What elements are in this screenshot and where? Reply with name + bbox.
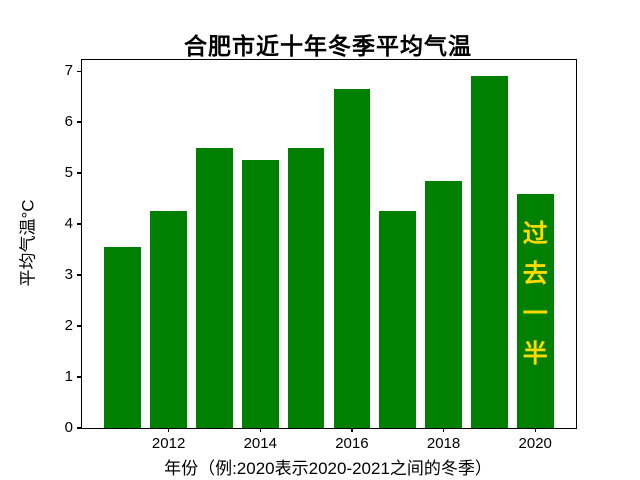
bar-2020 <box>516 193 554 428</box>
x-tick-label-2020: 2020 <box>518 435 552 452</box>
bar-2018 <box>425 180 462 428</box>
y-tick-label-6: 6 <box>64 113 73 131</box>
y-tick-mark-6 <box>76 121 81 123</box>
plot-area: 2012 2014 2016 2018 2020 0 1 2 3 4 5 6 7 过去一半 <box>65 59 577 452</box>
x-axis-label: 年份（例:2020表示2020-2021之间的冬季） <box>164 459 492 478</box>
annotation-char: 一 <box>522 300 548 328</box>
y-tick-label-2: 2 <box>64 317 73 335</box>
x-tick-label-2018: 2018 <box>426 435 461 452</box>
x-tick-mark-2014 <box>259 428 261 432</box>
x-tick-mark-2012 <box>167 428 170 432</box>
bar-2013 <box>196 147 233 428</box>
bar-2019 <box>471 76 508 428</box>
x-tick-label-2014: 2014 <box>243 435 277 452</box>
y-tick-label-7: 7 <box>64 62 73 80</box>
y-tick-mark-4 <box>76 223 81 225</box>
y-tick-mark-7 <box>76 70 81 72</box>
y-axis-label: 平均气温°C <box>18 199 38 287</box>
x-tick-label-2012: 2012 <box>151 435 186 452</box>
x-tick-mark-2020 <box>534 428 536 432</box>
annotation-char: 半 <box>522 340 548 368</box>
y-tick-mark-2 <box>76 325 81 327</box>
annotation-past-half: 过去一半 <box>523 222 548 367</box>
x-tick-mark-2016 <box>351 428 353 432</box>
chart-title: 合肥市近十年冬季平均气温 <box>184 33 472 59</box>
y-tick-label-0: 0 <box>64 419 73 436</box>
bar-2011 <box>104 247 142 428</box>
annotation-char: 去 <box>522 260 548 288</box>
y-tick-label-3: 3 <box>64 266 73 284</box>
annotation-char: 过 <box>522 220 548 248</box>
y-tick-mark-5 <box>76 172 81 174</box>
y-tick-mark-0 <box>76 427 81 429</box>
bar-2015 <box>287 147 325 428</box>
x-tick-mark-2018 <box>442 428 445 432</box>
x-tick-label-2016: 2016 <box>335 435 369 452</box>
y-tick-label-4: 4 <box>64 215 73 233</box>
y-tick-mark-3 <box>76 274 81 276</box>
bar-2012 <box>150 211 187 428</box>
y-tick-mark-1 <box>76 376 81 378</box>
bar-2016 <box>333 89 371 428</box>
bar-2014 <box>241 160 279 428</box>
y-tick-label-1: 1 <box>64 368 73 386</box>
bar-2017 <box>379 211 417 428</box>
y-tick-label-5: 5 <box>64 164 73 182</box>
